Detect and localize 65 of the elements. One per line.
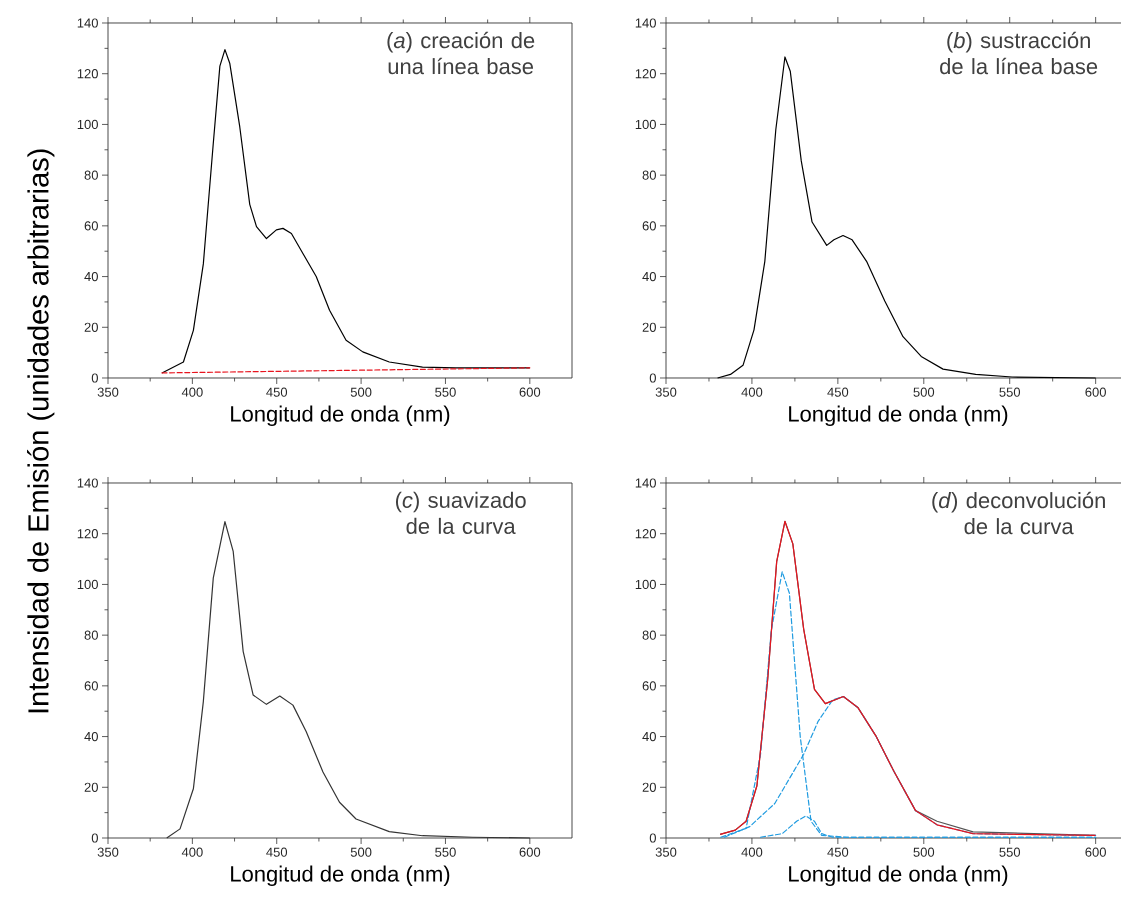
x-tick-label: 600 <box>519 847 541 857</box>
y-tick-label: 100 <box>77 579 98 590</box>
y-tick-label: 60 <box>642 681 656 691</box>
y-tick-label: 120 <box>77 529 98 539</box>
y-tick-label: 40 <box>642 731 656 742</box>
annotation: (b) sustracción de la línea base <box>940 31 1098 75</box>
y-tick-label: 0 <box>649 373 656 383</box>
x-tick-label: 400 <box>181 847 203 857</box>
y-tick-label: 0 <box>91 373 98 383</box>
y-tick-label: 120 <box>635 529 656 539</box>
x-axis-title: Longitud de onda (nm) <box>231 405 450 427</box>
x-axis-title: Longitud de onda (nm) <box>231 865 450 887</box>
x-tick-label: 350 <box>655 387 677 397</box>
x-tick-label: 450 <box>266 847 288 857</box>
x-axis-title: Longitud de onda (nm) <box>789 405 1008 427</box>
x-tick-label: 350 <box>97 387 119 397</box>
y-tick-label: 60 <box>84 221 98 231</box>
x-tick-label: 550 <box>435 387 456 397</box>
annotation: (c) suavizado de la curva <box>395 491 526 534</box>
y-tick-label: 40 <box>642 271 656 282</box>
y-tick-label: 40 <box>84 731 98 742</box>
y-tick-label: 80 <box>84 630 98 640</box>
y-tick-label: 120 <box>635 69 656 79</box>
y-tick-label: 60 <box>84 681 98 691</box>
x-tick-label: 450 <box>266 387 288 397</box>
y-tick-label: 140 <box>635 18 656 28</box>
x-tick-label: 600 <box>1085 847 1106 857</box>
y-tick-label: 100 <box>77 119 98 130</box>
y-tick-label: 80 <box>84 170 98 180</box>
y-tick-label: 100 <box>635 579 656 590</box>
y-tick-label: 0 <box>91 833 98 843</box>
x-tick-label: 500 <box>350 387 372 397</box>
y-tick-label: 0 <box>649 833 656 843</box>
x-tick-label: 500 <box>913 387 935 397</box>
x-axis-title: Longitud de onda (nm) <box>789 865 1008 887</box>
x-tick-label: 450 <box>827 387 849 397</box>
x-tick-label: 450 <box>827 847 849 857</box>
x-tick-label: 500 <box>913 847 935 857</box>
y-tick-label: 80 <box>642 170 656 180</box>
y-tick-label: 140 <box>77 478 98 488</box>
y-tick-label: 80 <box>642 630 656 640</box>
x-tick-label: 350 <box>655 847 677 857</box>
y-tick-label: 20 <box>84 782 98 792</box>
y-tick-label: 140 <box>77 18 98 28</box>
x-tick-label: 350 <box>97 847 119 857</box>
y-tick-label: 100 <box>635 119 656 130</box>
x-tick-label: 550 <box>999 847 1021 857</box>
x-tick-label: 500 <box>350 847 372 857</box>
annotation: (a) creación de una línea base <box>387 31 535 75</box>
y-tick-label: 20 <box>84 322 98 332</box>
y-tick-label: 120 <box>77 69 98 79</box>
y-tick-label: 140 <box>635 478 656 488</box>
y-tick-label: 40 <box>84 271 98 282</box>
x-tick-label: 600 <box>519 387 541 397</box>
x-tick-label: 400 <box>741 847 763 857</box>
y-tick-label: 60 <box>642 221 656 231</box>
x-tick-label: 400 <box>181 387 203 397</box>
x-tick-label: 550 <box>999 387 1021 397</box>
annotation: (d) deconvolución de la curva <box>932 491 1105 535</box>
y-tick-label: 20 <box>642 782 656 792</box>
x-tick-label: 400 <box>741 387 763 397</box>
y-axis-title: Intensidad de Emisión (unidades arbitrarias) <box>27 149 55 713</box>
y-tick-label: 20 <box>642 322 656 332</box>
x-tick-label: 600 <box>1085 387 1106 397</box>
x-tick-label: 550 <box>435 847 456 857</box>
